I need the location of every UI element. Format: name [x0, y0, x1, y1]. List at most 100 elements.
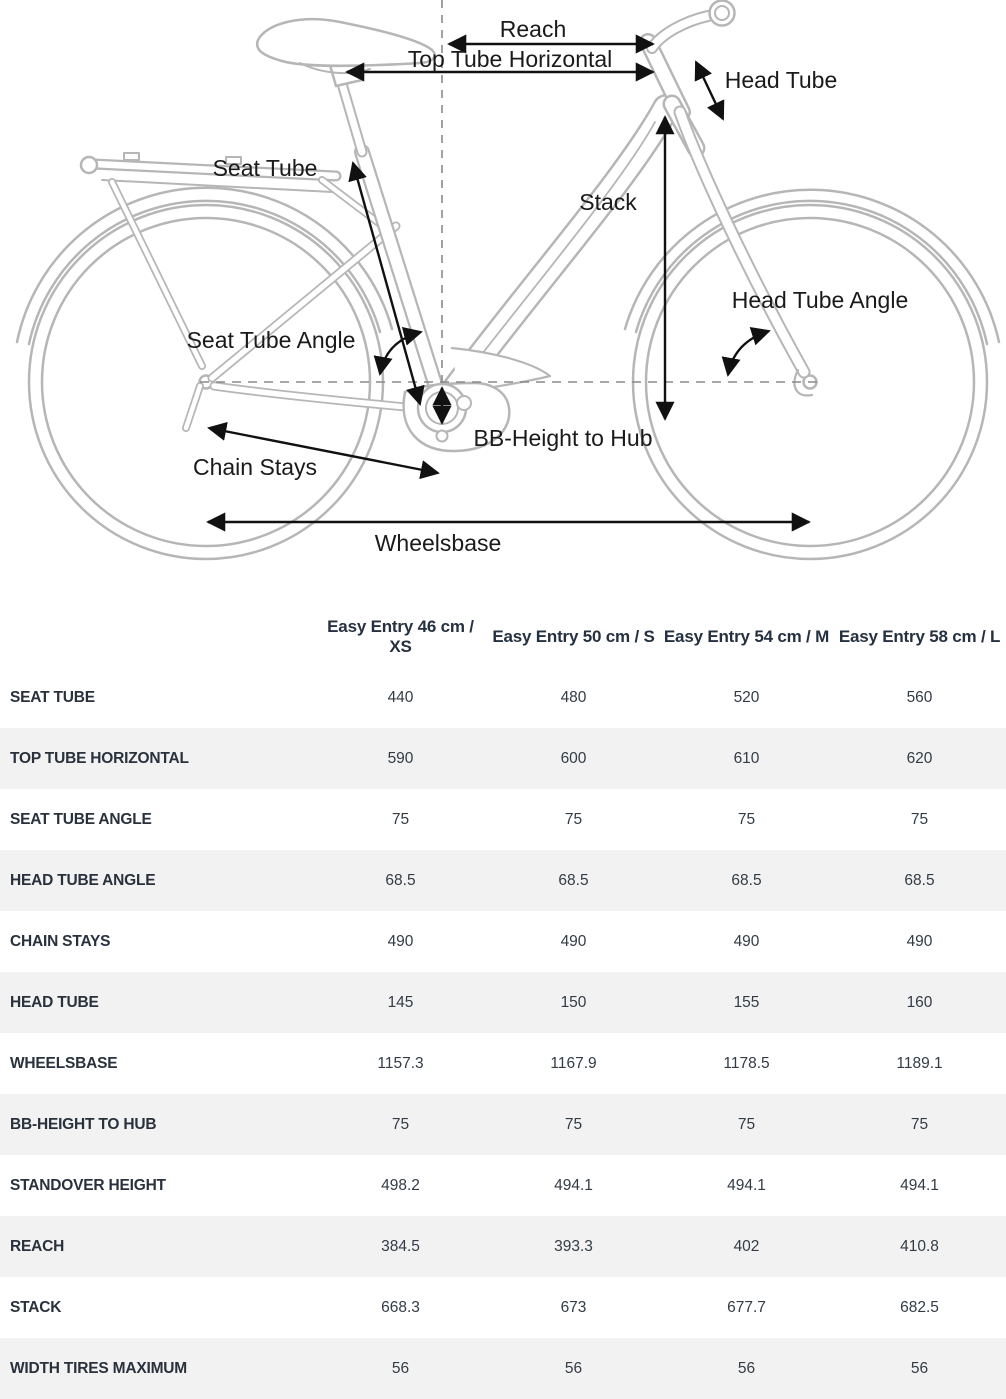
row-label: TOP TUBE HORIZONTAL [10, 749, 189, 767]
cell-value: 1157.3 [377, 1054, 424, 1072]
row-label: SEAT TUBE [10, 688, 95, 706]
table-row-seat-tube-angle: SEAT TUBE ANGLE 75 75 75 75 [0, 789, 1006, 850]
cell-value: 68.5 [904, 871, 935, 889]
geometry-table: Easy Entry 46 cm / XS Easy Entry 50 cm /… [0, 606, 1006, 1399]
cell-value: 668.3 [381, 1298, 420, 1316]
cell-value: 490 [387, 932, 414, 950]
row-label: CHAIN STAYS [10, 932, 111, 950]
table-row-head-tube-angle: HEAD TUBE ANGLE 68.5 68.5 68.5 68.5 [0, 850, 1006, 911]
table-row-standover-height: STANDOVER HEIGHT 498.2 494.1 494.1 494.1 [0, 1155, 1006, 1216]
cell-value: 520 [733, 688, 760, 706]
table-header-row: Easy Entry 46 cm / XS Easy Entry 50 cm /… [0, 606, 1006, 667]
cell-value: 56 [910, 1359, 929, 1377]
label-reach: Reach [499, 16, 567, 42]
label-seat-tube-angle: Seat Tube Angle [186, 327, 356, 353]
cell-value: 150 [560, 993, 587, 1011]
head-tube-arrow [694, 60, 725, 121]
label-chain-stays: Chain Stays [192, 454, 318, 480]
table-row-stack: STACK 668.3 673 677.7 682.5 [0, 1277, 1006, 1338]
rear-rack [79, 152, 384, 370]
head-tube-angle-arc [721, 327, 771, 377]
cell-value: 145 [387, 993, 414, 1011]
front-wheel [623, 188, 1001, 561]
cell-value: 490 [733, 932, 760, 950]
cell-value: 155 [733, 993, 760, 1011]
cell-value: 68.5 [385, 871, 416, 889]
table-row-reach: REACH 384.5 393.3 402 410.8 [0, 1216, 1006, 1277]
label-seat-tube: Seat Tube [212, 155, 318, 181]
cell-value: 75 [737, 810, 756, 828]
cell-value: 677.7 [727, 1298, 766, 1316]
handlebar-grip [708, 0, 736, 27]
cell-value: 610 [733, 749, 760, 767]
table-row-head-tube: HEAD TUBE 145 150 155 160 [0, 972, 1006, 1033]
cell-value: 1167.9 [550, 1054, 597, 1072]
seat-tube-angle-arc [373, 327, 423, 376]
row-label: WIDTH TIRES MAXIMUM [10, 1359, 188, 1377]
row-label: HEAD TUBE [10, 993, 99, 1011]
cell-value: 620 [906, 749, 933, 767]
table-row-seat-tube: SEAT TUBE 440 480 520 560 [0, 667, 1006, 728]
cell-value: 682.5 [900, 1298, 939, 1316]
cell-value: 56 [564, 1359, 583, 1377]
table-row-top-tube-horizontal: TOP TUBE HORIZONTAL 590 600 610 620 [0, 728, 1006, 789]
row-label: SEAT TUBE ANGLE [10, 810, 152, 828]
bike-illustration-svg [15, 0, 1001, 561]
rear-wheel [15, 186, 394, 561]
cell-value: 590 [387, 749, 414, 767]
row-label: WHEELSBASE [10, 1054, 118, 1072]
column-header-size-m: Easy Entry 54 cm / M [663, 626, 830, 646]
cell-value: 402 [733, 1237, 760, 1255]
cell-value: 160 [906, 993, 933, 1011]
cell-value: 75 [564, 810, 583, 828]
table-row-chain-stays: CHAIN STAYS 490 490 490 490 [0, 911, 1006, 972]
label-head-tube-angle: Head Tube Angle [731, 287, 909, 313]
bike-drawing [15, 0, 1001, 561]
battery-seam [467, 121, 656, 373]
cell-value: 673 [560, 1298, 587, 1316]
row-label: STACK [10, 1298, 62, 1316]
cell-value: 75 [391, 1115, 410, 1133]
cell-value: 393.3 [554, 1237, 593, 1255]
table-row-bb-height-to-hub: BB-HEIGHT TO HUB 75 75 75 75 [0, 1094, 1006, 1155]
table-row-wheelsbase: WHEELSBASE 1157.3 1167.9 1178.5 1189.1 [0, 1033, 1006, 1094]
row-label: BB-HEIGHT TO HUB [10, 1115, 157, 1133]
dimension-arrows [206, 34, 811, 532]
cell-value: 75 [910, 810, 929, 828]
cell-value: 1189.1 [896, 1054, 943, 1072]
row-label: REACH [10, 1237, 65, 1255]
cell-value: 75 [391, 810, 410, 828]
cell-value: 494.1 [727, 1176, 766, 1194]
cell-value: 410.8 [900, 1237, 939, 1255]
row-label: HEAD TUBE ANGLE [10, 871, 156, 889]
front-end [639, 0, 814, 397]
main-frame [436, 94, 680, 410]
cell-value: 600 [560, 749, 587, 767]
label-top-tube-horizontal: Top Tube Horizontal [407, 46, 613, 72]
label-wheelsbase: Wheelsbase [374, 530, 502, 556]
cell-value: 498.2 [381, 1176, 420, 1194]
row-label: STANDOVER HEIGHT [10, 1176, 166, 1194]
cell-value: 480 [560, 688, 587, 706]
cell-value: 56 [391, 1359, 410, 1377]
label-head-tube: Head Tube [724, 67, 838, 93]
cell-value: 440 [387, 688, 414, 706]
label-bb-height-to-hub: BB-Height to Hub [473, 425, 653, 451]
cell-value: 490 [906, 932, 933, 950]
cell-value: 75 [564, 1115, 583, 1133]
column-header-size-s: Easy Entry 50 cm / S [492, 626, 655, 646]
column-header-size-l: Easy Entry 58 cm / L [838, 626, 1001, 646]
cell-value: 490 [560, 932, 587, 950]
bike-geometry-diagram: Reach Top Tube Horizontal Head Tube Seat… [0, 0, 1006, 600]
front-dropout [793, 368, 814, 397]
cell-value: 560 [906, 688, 933, 706]
cell-value: 494.1 [900, 1176, 939, 1194]
column-header-size-xs: Easy Entry 46 cm / XS [327, 616, 474, 656]
cell-value: 494.1 [554, 1176, 593, 1194]
cell-value: 384.5 [381, 1237, 420, 1255]
label-stack: Stack [579, 189, 637, 215]
cell-value: 1178.5 [723, 1054, 770, 1072]
cell-value: 75 [910, 1115, 929, 1133]
cell-value: 56 [737, 1359, 756, 1377]
cell-value: 68.5 [731, 871, 762, 889]
